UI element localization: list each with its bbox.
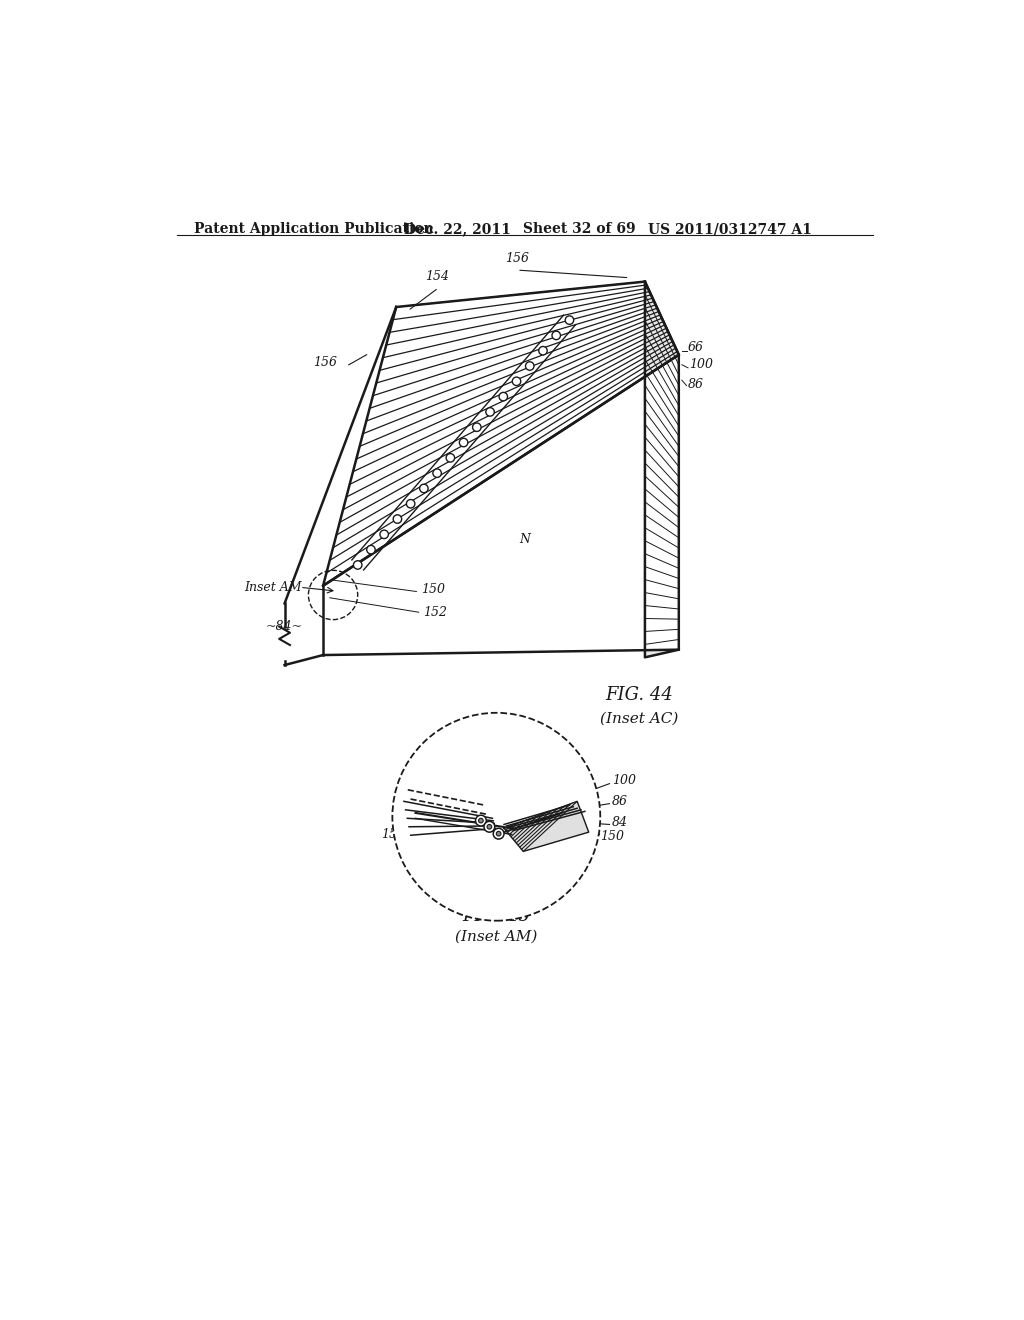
Text: 156: 156 xyxy=(313,356,337,370)
Text: 156: 156 xyxy=(382,828,406,841)
Text: (Inset AC): (Inset AC) xyxy=(600,711,678,725)
Circle shape xyxy=(353,561,361,569)
Text: 100: 100 xyxy=(611,774,636,787)
Text: Inset AM: Inset AM xyxy=(245,581,302,594)
Text: FIG. 44: FIG. 44 xyxy=(605,686,673,704)
Text: 152: 152 xyxy=(423,606,447,619)
Circle shape xyxy=(487,825,492,829)
Text: (Inset AM): (Inset AM) xyxy=(455,929,538,944)
Text: N: N xyxy=(519,533,530,546)
Text: 151: 151 xyxy=(462,829,486,842)
Text: 86: 86 xyxy=(611,795,628,808)
Polygon shape xyxy=(285,308,396,665)
Text: ~84~: ~84~ xyxy=(265,620,302,634)
Circle shape xyxy=(565,315,573,325)
Polygon shape xyxy=(323,355,679,655)
Circle shape xyxy=(433,469,441,478)
Text: 154: 154 xyxy=(539,738,562,751)
Circle shape xyxy=(393,515,401,523)
Circle shape xyxy=(494,829,504,840)
Circle shape xyxy=(497,832,501,836)
Text: Patent Application Publication: Patent Application Publication xyxy=(194,222,433,236)
Text: 86: 86 xyxy=(688,378,705,391)
Text: Dec. 22, 2011: Dec. 22, 2011 xyxy=(403,222,511,236)
Circle shape xyxy=(446,454,455,462)
Circle shape xyxy=(460,438,468,446)
Circle shape xyxy=(485,408,495,416)
Text: 66: 66 xyxy=(688,341,705,354)
Text: 154: 154 xyxy=(425,271,449,284)
Circle shape xyxy=(484,821,495,832)
Polygon shape xyxy=(645,281,679,657)
Text: 100: 100 xyxy=(689,358,714,371)
Text: 150: 150 xyxy=(422,583,445,597)
Circle shape xyxy=(473,422,481,432)
Polygon shape xyxy=(504,801,589,851)
Circle shape xyxy=(478,818,483,822)
Circle shape xyxy=(552,331,560,339)
Circle shape xyxy=(407,499,415,508)
Circle shape xyxy=(475,816,486,826)
Text: 150: 150 xyxy=(600,829,625,842)
Text: 156: 156 xyxy=(505,252,529,264)
Circle shape xyxy=(420,484,428,492)
Text: 84: 84 xyxy=(611,816,628,829)
Circle shape xyxy=(512,378,521,385)
Polygon shape xyxy=(323,281,679,586)
Circle shape xyxy=(525,362,534,370)
Circle shape xyxy=(392,713,600,921)
Circle shape xyxy=(367,545,375,554)
Circle shape xyxy=(499,392,508,401)
Text: 153: 153 xyxy=(553,851,577,865)
Circle shape xyxy=(380,531,388,539)
Circle shape xyxy=(539,346,547,355)
Text: 152: 152 xyxy=(508,792,531,805)
Text: Sheet 32 of 69: Sheet 32 of 69 xyxy=(523,222,636,236)
Text: US 2011/0312747 A1: US 2011/0312747 A1 xyxy=(648,222,812,236)
Text: FIG. 45: FIG. 45 xyxy=(463,907,530,925)
